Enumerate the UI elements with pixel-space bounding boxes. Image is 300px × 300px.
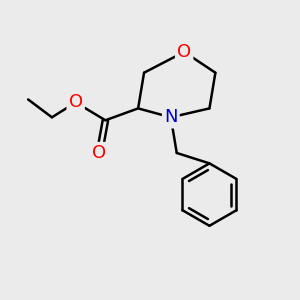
Text: O: O [69,93,83,111]
Text: O: O [92,144,106,162]
Text: N: N [164,108,178,126]
Text: O: O [177,43,191,61]
